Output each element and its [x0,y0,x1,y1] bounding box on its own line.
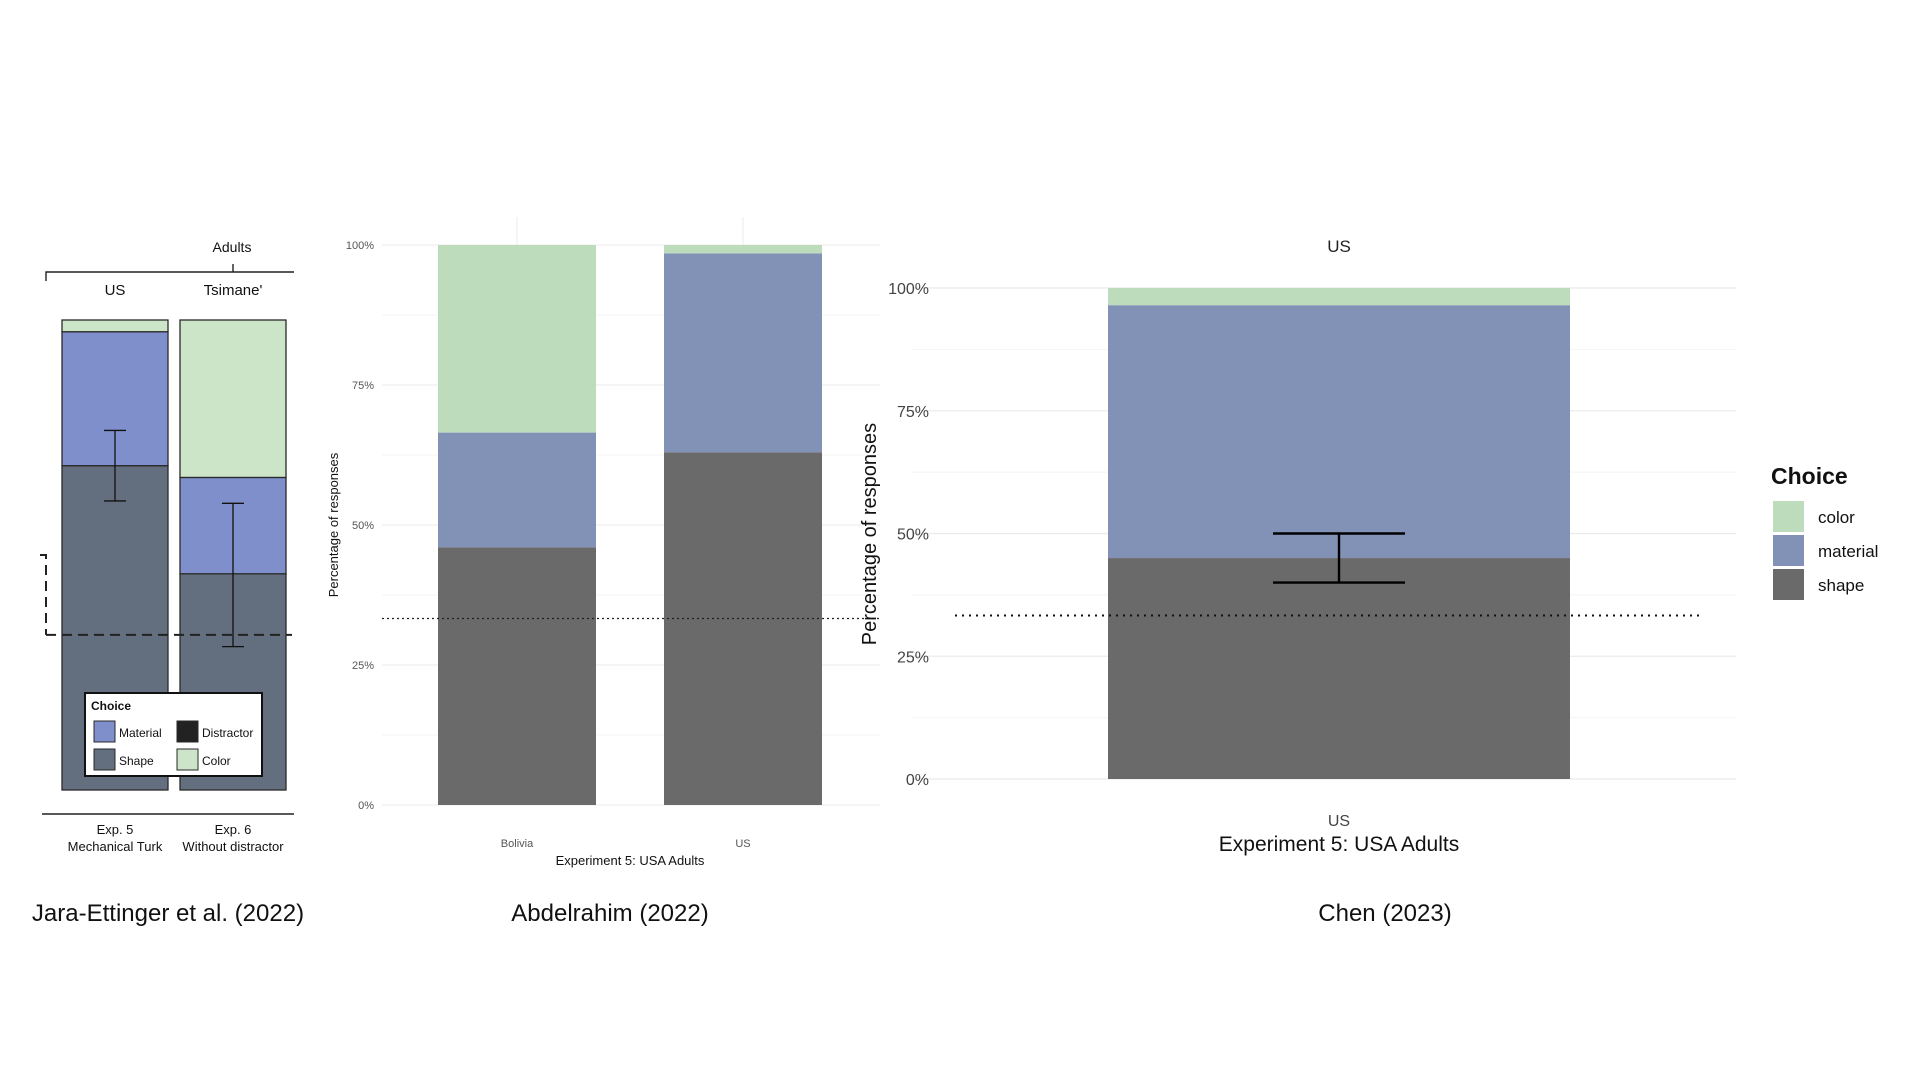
x-axis-title: Experiment 5: USA Adults [556,853,705,868]
bar-material-us [664,253,822,453]
x-tick-label-us: US [735,838,750,850]
legend-key-shape [1773,569,1804,600]
legend-label-color: Color [202,754,231,768]
legend-key-material [1773,535,1804,566]
y-tick-label: 100% [888,281,929,298]
legend-label-shape: shape [1818,576,1864,595]
y-tick-label: 75% [897,404,929,421]
group-label-us: US [105,282,126,299]
legend-key-material [93,720,116,743]
x-tick-label-0-1: Mechanical Turk [68,839,163,854]
bar-color-1 [179,319,287,479]
legend-key-distractor [176,720,199,743]
x-tick-label-us: US [1328,813,1350,830]
error-bar-0 [104,429,126,502]
y-tick-label: 25% [897,649,929,666]
legend-title: Choice [1771,463,1848,489]
error-bar [1273,532,1405,584]
group-label-tsimane: Tsimane' [204,282,263,299]
chart-jara-ettinger: Adults US Tsimane' Choice Material Distractor… [40,239,294,854]
legend-label-shape: Shape [119,754,154,768]
legend-label-material: material [1818,542,1878,561]
bar-material [1108,305,1570,559]
bar-shape-us [664,452,822,805]
legend-label-material: Material [119,726,162,740]
bar-color-0 [61,319,169,333]
reference-bracket [40,554,47,635]
y-axis-title: Percentage of responses [859,423,881,645]
bar-shape-bolivia [438,547,596,805]
header-bracket [45,271,294,281]
y-tick-label: 25% [352,660,374,672]
y-tick-label: 100% [346,240,374,252]
x-tick-label-1-0: Exp. 6 [215,822,252,837]
caption-jara-ettinger: Jara-Ettinger et al. (2022) [32,900,304,927]
y-tick-label: 0% [906,772,929,789]
legend: Choice Material Distractor Shape Color [84,692,263,777]
y-tick-label: 50% [897,527,929,544]
caption-abdelrahim: Abdelrahim (2022) [511,900,708,927]
x-tick-label-1-1: Without distractor [182,839,284,854]
legend-label-color: color [1818,508,1855,527]
header-label: Adults [213,239,252,255]
bar-color [1108,288,1570,306]
legend-key-color [176,748,199,771]
chart-chen: US 0% 25% 50% 75% 100% US Experiment 5: USA Adu… [859,237,1878,856]
x-tick-label-0-0: Exp. 5 [97,822,134,837]
y-tick-label: 0% [358,800,374,812]
y-axis-title: Percentage of responses [326,452,341,597]
y-tick-label: 75% [352,380,374,392]
bar-color-bolivia [438,245,596,433]
legend-title: Choice [91,699,131,713]
legend: Choice color material shape [1771,463,1878,600]
legend-key-shape [93,748,116,771]
bar-material-bolivia [438,432,596,548]
bar-shape [1108,558,1570,779]
chart-abdelrahim: 0% 25% 50% 75% 100% Bolivia US Experiment 5: US… [326,217,880,868]
bar-color-us [664,245,822,254]
facet-label: US [1327,237,1351,256]
y-tick-label: 50% [352,520,374,532]
x-axis-title: Experiment 5: USA Adults [1219,833,1459,856]
legend-key-color [1773,501,1804,532]
legend-label-distractor: Distractor [202,726,253,740]
error-bar-1 [222,502,244,648]
caption-chen: Chen (2023) [1318,900,1451,927]
x-tick-label-bolivia: Bolivia [501,838,534,850]
